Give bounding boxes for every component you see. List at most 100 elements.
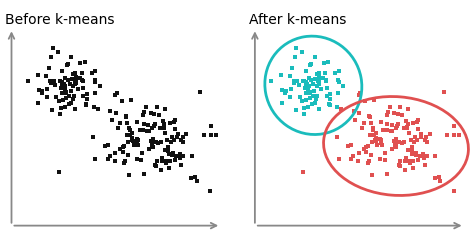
Point (302, 82, 310, 86)
Point (406, 159, 414, 163)
Point (407, 138, 414, 141)
Point (91, 69, 99, 73)
Point (386, 105, 393, 109)
Point (197, 91, 204, 94)
Point (46, 79, 54, 83)
Point (347, 158, 355, 161)
Point (410, 159, 417, 163)
Point (358, 126, 365, 130)
Point (35, 101, 42, 105)
Point (367, 153, 375, 157)
Point (405, 148, 412, 151)
Point (72, 81, 80, 85)
Point (313, 72, 320, 76)
Point (335, 69, 343, 73)
Point (444, 133, 451, 137)
Point (133, 137, 141, 141)
Point (311, 101, 319, 105)
Point (307, 78, 315, 82)
Point (165, 166, 173, 170)
Point (38, 91, 46, 95)
Point (158, 168, 165, 172)
Point (394, 112, 401, 116)
Point (435, 175, 443, 179)
Point (345, 144, 352, 148)
Point (365, 114, 373, 118)
Point (288, 66, 296, 70)
Point (158, 156, 166, 160)
Point (88, 72, 96, 75)
Point (122, 114, 129, 118)
Point (153, 159, 160, 163)
Point (309, 94, 317, 98)
Point (398, 114, 406, 117)
Point (145, 147, 152, 151)
Point (48, 108, 56, 112)
Point (182, 132, 190, 136)
Point (392, 137, 400, 141)
Point (152, 163, 159, 167)
Point (57, 106, 64, 109)
Point (78, 71, 86, 75)
Point (311, 55, 319, 59)
Point (287, 87, 294, 91)
Point (224, 145, 231, 149)
Point (286, 74, 293, 78)
Point (347, 143, 355, 147)
Point (119, 145, 127, 149)
Point (292, 108, 299, 112)
Point (368, 140, 375, 144)
Point (157, 141, 164, 144)
Point (334, 78, 342, 82)
Point (431, 154, 439, 158)
Point (169, 153, 176, 157)
Point (149, 145, 157, 149)
Point (61, 105, 69, 109)
Point (173, 154, 180, 158)
Point (414, 127, 422, 131)
Point (207, 189, 214, 192)
Point (149, 137, 156, 141)
Point (315, 107, 322, 111)
Point (383, 122, 391, 126)
Point (311, 77, 319, 81)
Point (282, 89, 289, 93)
Point (60, 82, 67, 86)
Point (117, 122, 124, 125)
Point (306, 90, 313, 94)
Point (255, 153, 263, 157)
Point (408, 145, 415, 149)
Point (63, 96, 70, 100)
Point (404, 122, 411, 126)
Point (431, 177, 438, 180)
Point (49, 46, 57, 50)
Point (292, 46, 300, 50)
Point (177, 139, 185, 142)
Point (420, 156, 428, 160)
Point (152, 140, 160, 144)
Point (158, 159, 166, 163)
Point (302, 69, 310, 73)
Point (201, 133, 208, 137)
Point (305, 88, 312, 92)
Point (416, 154, 424, 158)
Point (59, 69, 66, 73)
Point (356, 91, 364, 95)
Point (325, 102, 333, 106)
Point (72, 82, 79, 86)
Point (91, 157, 99, 161)
Point (315, 76, 323, 79)
Point (166, 159, 173, 163)
Point (315, 82, 323, 86)
Point (66, 82, 73, 86)
Point (331, 72, 339, 75)
Point (323, 79, 330, 83)
Point (134, 141, 141, 145)
Point (414, 158, 422, 162)
Point (310, 82, 317, 86)
Point (156, 126, 164, 130)
Point (168, 135, 176, 139)
Point (355, 160, 362, 163)
Point (80, 86, 87, 90)
Point (417, 135, 425, 138)
